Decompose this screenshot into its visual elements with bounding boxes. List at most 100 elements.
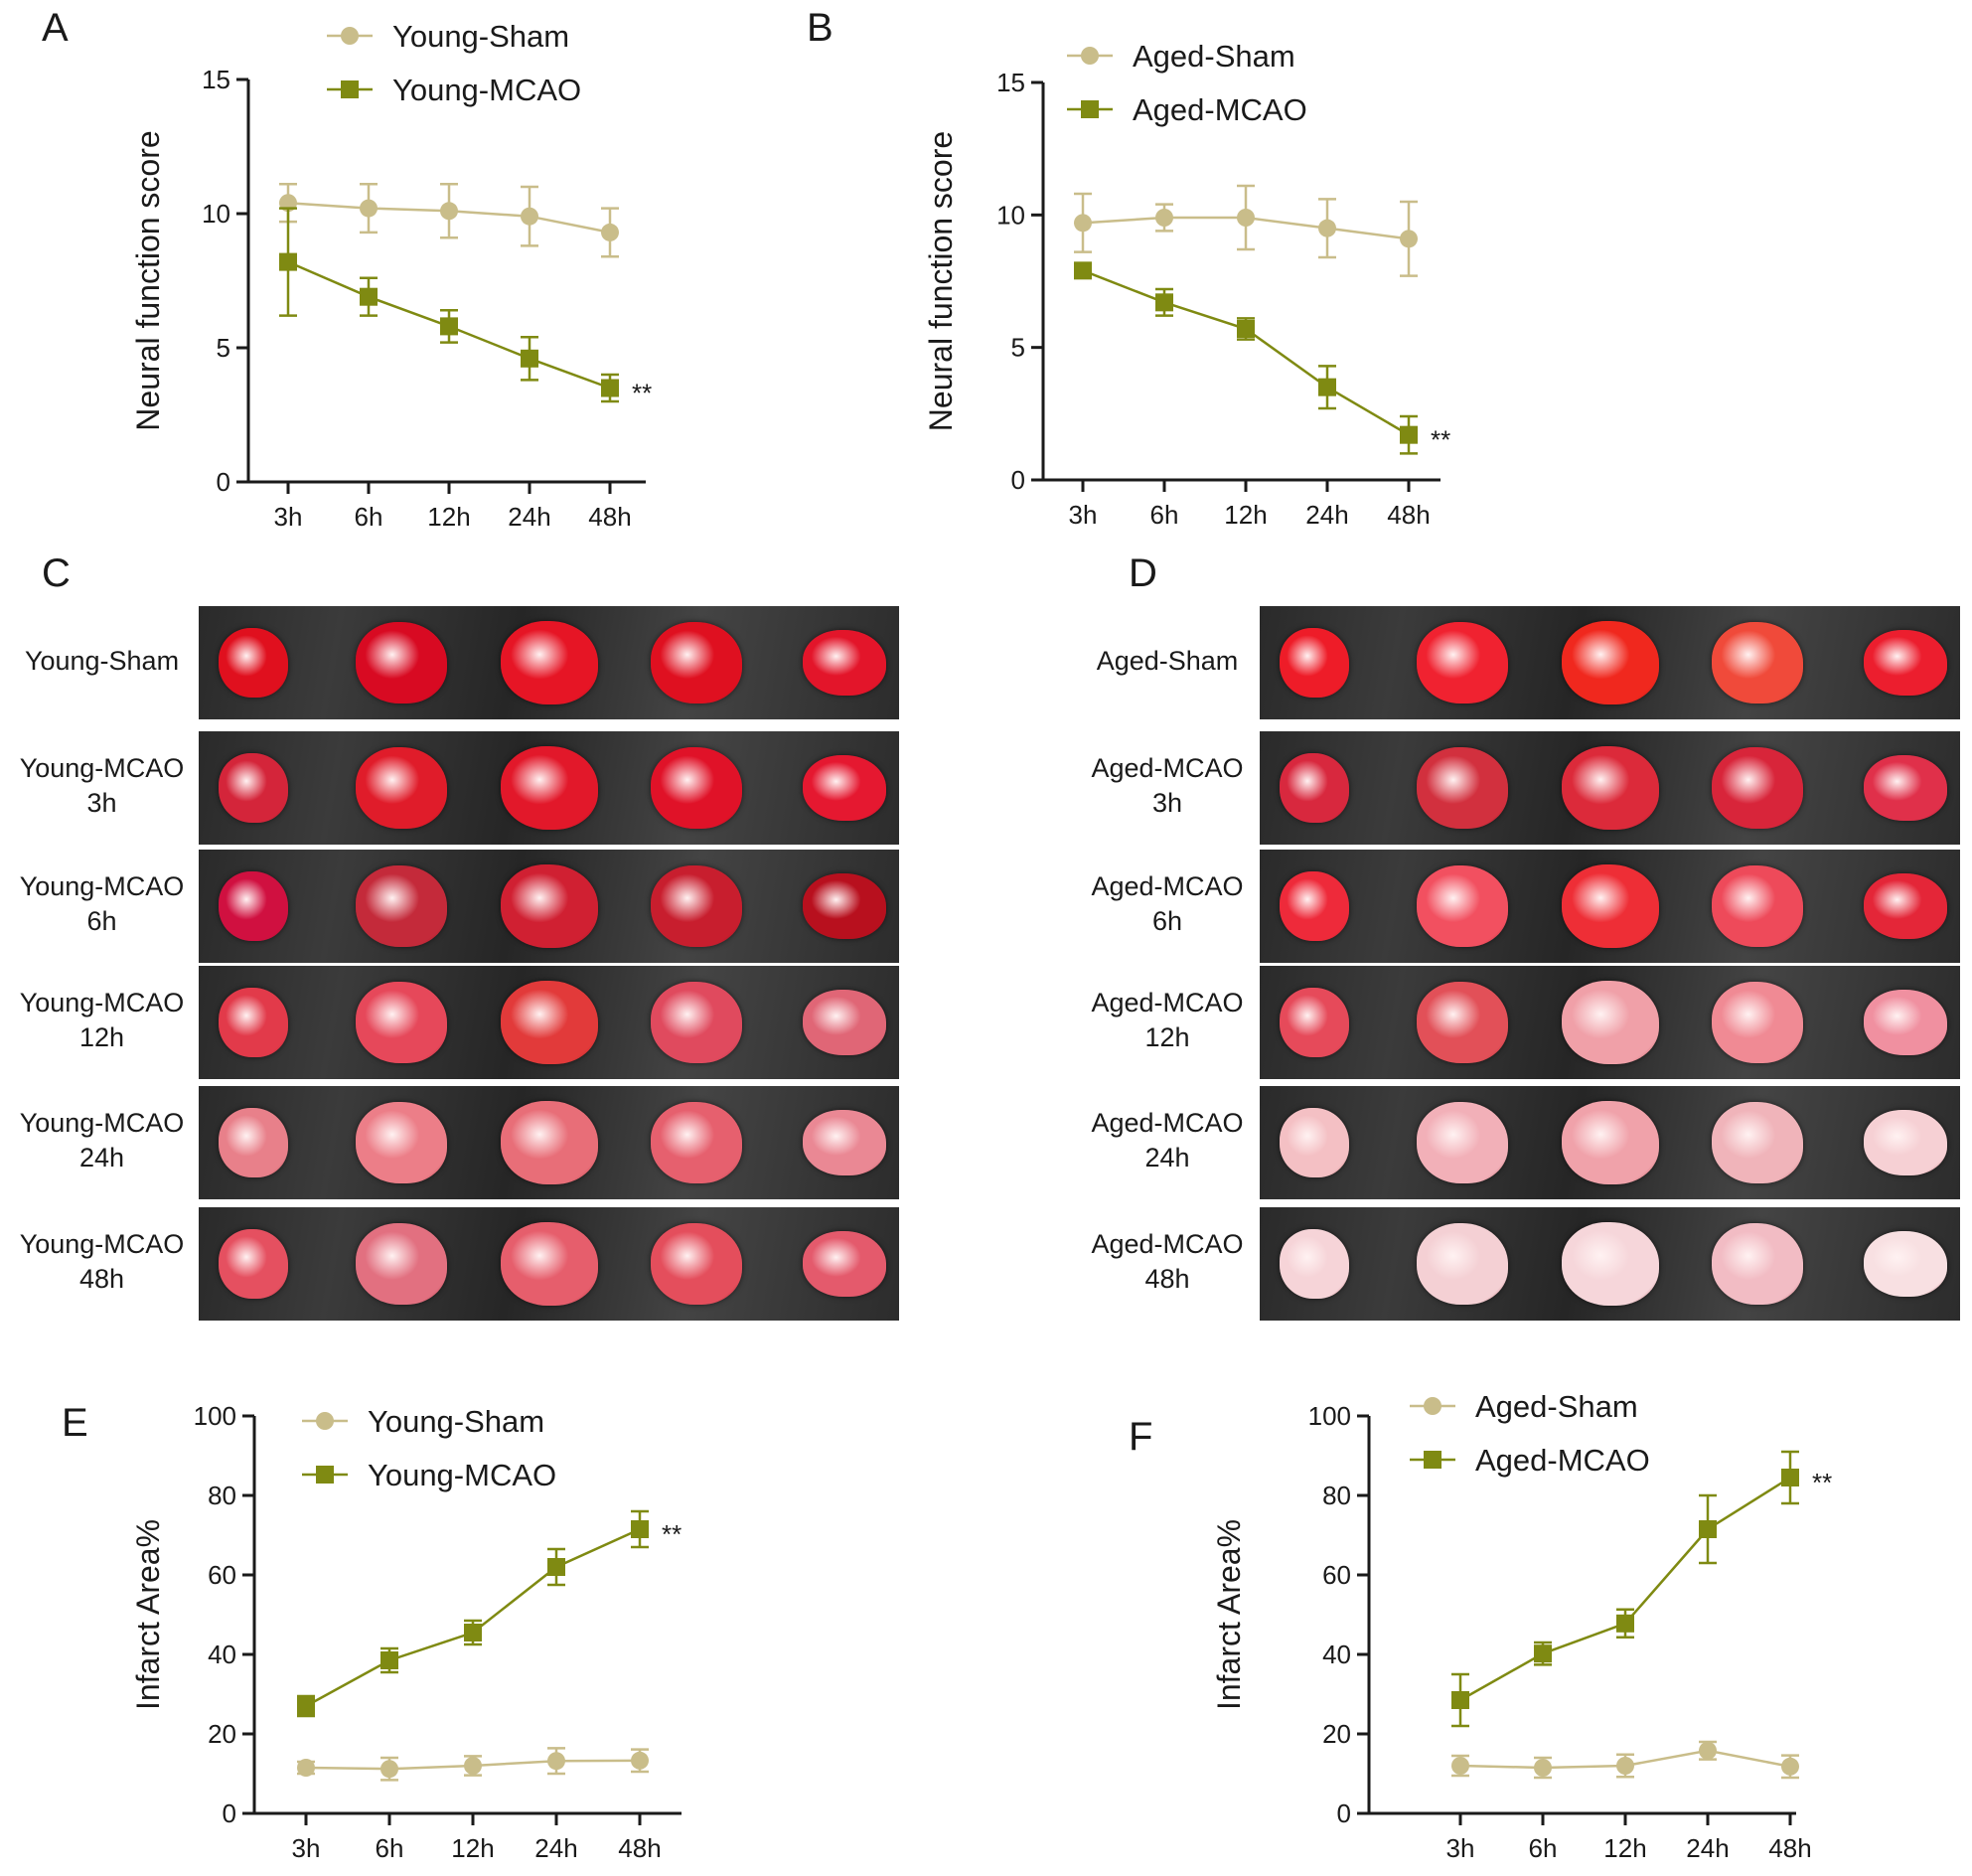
photo-row-label: Aged-MCAO 12h: [1053, 986, 1282, 1054]
data-point-aged-mcao: [1237, 320, 1255, 338]
y-tick-label: 0: [1011, 465, 1025, 495]
x-tick-label: 3h: [1069, 500, 1098, 530]
legend-label-young-sham: Young-Sham: [392, 19, 569, 54]
row-label-time: 24h: [78, 1142, 125, 1172]
legend-label-young-mcao: Young-MCAO: [368, 1458, 556, 1492]
data-point-young-sham: [380, 1760, 398, 1779]
y-tick-label: 0: [223, 1798, 236, 1828]
brain-slice: [500, 1101, 598, 1184]
brain-slice: [1416, 982, 1508, 1063]
legend-label-young-mcao: Young-MCAO: [392, 73, 581, 107]
data-point-aged-sham: [1534, 1759, 1552, 1777]
photo-row: Aged-MCAO 6h: [1053, 850, 1967, 963]
x-tick-label: 12h: [451, 1833, 494, 1863]
brain-slice: [1712, 1223, 1804, 1305]
y-tick-label: 20: [1322, 1719, 1351, 1749]
data-point-young-sham: [547, 1752, 565, 1771]
data-point-aged-mcao: [1155, 293, 1173, 312]
brain-slice: [1280, 988, 1349, 1057]
brain-slice: [500, 746, 598, 830]
data-point-aged-sham: [1781, 1757, 1799, 1776]
y-tick-label: 10: [996, 200, 1025, 230]
brain-slice: [1416, 1223, 1508, 1305]
data-point-young-mcao: [380, 1651, 398, 1669]
row-label-group: Aged-MCAO: [1091, 871, 1244, 901]
y-tick-label: 15: [202, 65, 230, 94]
brain-slice: [1280, 871, 1349, 941]
x-tick-label: 12h: [427, 502, 470, 532]
row-label-time: 48h: [1144, 1263, 1190, 1294]
y-tick-label: 15: [996, 68, 1025, 97]
ttc-photo-strip: [1260, 850, 1960, 963]
ttc-photo-strip: [1260, 966, 1960, 1079]
legend-marker-aged-mcao: [1081, 100, 1099, 118]
brain-slice: [1864, 990, 1947, 1055]
brain-slice: [219, 1229, 288, 1299]
significance-annotation: **: [662, 1519, 682, 1549]
brain-slice: [500, 1222, 598, 1306]
brain-slice: [1864, 1231, 1947, 1297]
brain-slice: [1280, 628, 1349, 698]
ttc-photo-strip: [1260, 606, 1960, 719]
x-tick-label: 3h: [1446, 1833, 1475, 1863]
legend-marker-young-sham: [316, 1412, 334, 1430]
y-axis-label: Infarct Area%: [130, 1519, 166, 1710]
brain-slice: [355, 1102, 447, 1183]
data-point-aged-sham: [1699, 1741, 1717, 1760]
legend-marker-young-mcao: [316, 1466, 334, 1484]
data-point-young-mcao: [360, 287, 378, 306]
photo-row: Aged-MCAO 3h: [1053, 731, 1967, 845]
brain-slice: [1864, 630, 1947, 696]
data-point-aged-sham: [1400, 230, 1418, 248]
x-tick-label: 6h: [1150, 500, 1179, 530]
data-point-young-mcao: [297, 1697, 315, 1715]
photo-row-label: Young-Sham: [0, 644, 204, 679]
data-point-aged-mcao: [1616, 1614, 1634, 1633]
brain-slice: [651, 747, 743, 829]
y-axis-label: Infarct Area%: [1211, 1519, 1247, 1710]
y-axis-label: Neural function score: [130, 130, 166, 430]
ttc-photo-strip: [1260, 1207, 1960, 1321]
data-point-aged-mcao: [1781, 1469, 1799, 1486]
data-point-young-mcao: [440, 317, 458, 336]
legend-label-young-sham: Young-Sham: [368, 1404, 544, 1439]
legend-marker-aged-sham: [1081, 47, 1099, 65]
data-point-aged-sham: [1616, 1757, 1634, 1775]
brain-slice: [1864, 755, 1947, 821]
photo-row: Young-MCAO 12h: [0, 966, 914, 1079]
photo-row-label: Young-MCAO 12h: [0, 986, 204, 1054]
significance-annotation: **: [1812, 1468, 1832, 1497]
brain-slice: [219, 1108, 288, 1177]
x-tick-label: 48h: [1387, 500, 1430, 530]
y-tick-label: 40: [208, 1640, 236, 1669]
y-tick-label: 100: [1308, 1401, 1351, 1431]
x-tick-label: 3h: [274, 502, 303, 532]
row-label-time: 3h: [1151, 787, 1183, 818]
series-line-young-mcao: [305, 1527, 641, 1708]
brain-slice: [651, 1102, 743, 1183]
x-tick-label: 6h: [1529, 1833, 1558, 1863]
row-label-time: 6h: [86, 905, 117, 936]
photo-row: Aged-MCAO 12h: [1053, 966, 1967, 1079]
photo-row: Aged-MCAO 48h: [1053, 1207, 1967, 1321]
brain-slice: [1561, 621, 1659, 704]
data-point-young-mcao: [521, 349, 538, 368]
series-line-aged-mcao: [1459, 1476, 1791, 1702]
x-tick-label: 12h: [1224, 500, 1267, 530]
x-tick-label: 6h: [355, 502, 383, 532]
photo-row: Aged-MCAO 24h: [1053, 1086, 1967, 1199]
data-point-aged-mcao: [1400, 425, 1418, 444]
row-label-group: Aged-MCAO: [1091, 988, 1244, 1017]
y-tick-label: 0: [217, 467, 230, 497]
photo-row: Young-MCAO 3h: [0, 731, 914, 845]
data-point-young-mcao: [464, 1624, 482, 1642]
data-point-young-mcao: [631, 1520, 649, 1538]
row-label-time: 24h: [1144, 1142, 1190, 1172]
data-point-aged-sham: [1074, 214, 1092, 233]
significance-annotation: **: [632, 379, 652, 408]
brain-slice: [355, 1223, 447, 1305]
y-tick-label: 5: [217, 333, 230, 363]
data-point-young-sham: [464, 1757, 482, 1775]
brain-slice: [1712, 747, 1804, 829]
brain-slice: [1280, 753, 1349, 823]
